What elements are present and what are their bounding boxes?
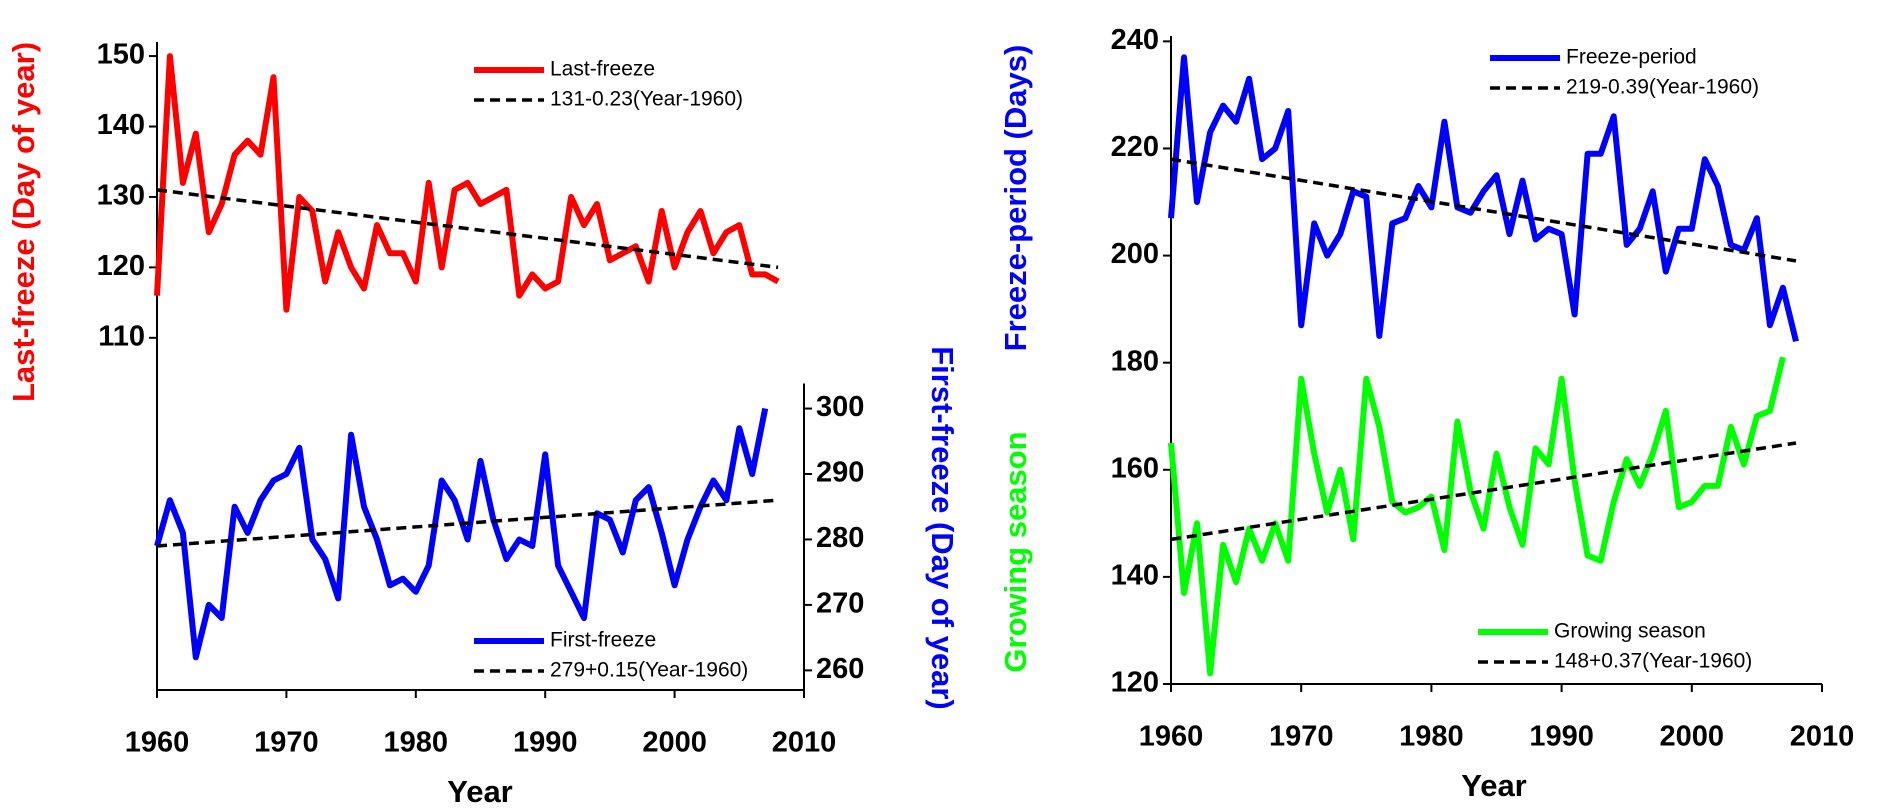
x-tick-label: 1980	[1399, 721, 1464, 753]
x-tick-label: 1990	[513, 727, 578, 759]
y-tick-label: 140	[1111, 560, 1159, 592]
x-tick-label: 1960	[1139, 721, 1204, 753]
y-tick-label: 120	[1111, 667, 1159, 699]
x-tick-label: 1990	[1529, 721, 1594, 753]
x-tick-label: 2010	[772, 727, 837, 759]
legend-label: First-freeze	[550, 629, 656, 652]
y2-tick-label: 260	[816, 653, 864, 685]
legend-label: Freeze-period	[1566, 46, 1697, 69]
trend-line	[156, 188, 779, 270]
series-line	[1168, 54, 1799, 343]
x-axis-label: Year	[447, 774, 513, 809]
y2-tick-label: 300	[816, 391, 864, 423]
legend-label: 131-0.23(Year-1960)	[550, 88, 743, 111]
x-tick-label: 1960	[125, 727, 190, 759]
y-tick-label: 150	[97, 39, 145, 71]
y-tick-label: 110	[98, 320, 145, 352]
y2-tick-label: 270	[816, 588, 864, 620]
y-tick-label: 220	[1111, 131, 1159, 163]
legend-label: 219-0.39(Year-1960)	[1566, 76, 1759, 99]
legend-label: Last-freeze	[550, 58, 655, 81]
x-tick-label: 1970	[1269, 721, 1334, 753]
x-tick-label: 2000	[1660, 721, 1725, 753]
series-line	[1168, 356, 1786, 677]
trend-line	[156, 498, 779, 548]
y-tick-label: 240	[1111, 24, 1159, 56]
y-axis-label: Freeze-period (Days)	[998, 45, 1033, 352]
y-axis-label: Last-freeze (Day of year)	[6, 42, 41, 402]
chart-panel: 1960 1970 1980 1990 2000 2010 110 120 130 140 150 2…	[6, 39, 960, 809]
y-tick-label: 160	[1111, 452, 1159, 484]
x-tick-label: 2010	[1790, 721, 1855, 753]
y-tick-label: 130	[97, 180, 145, 212]
legend-label: 279+0.15(Year-1960)	[550, 659, 748, 682]
chart-panel: 1960 1970 1980 1990 2000 2010 120 140 160 180 200 2…	[998, 24, 1854, 803]
y-tick-label: 200	[1111, 238, 1159, 270]
y2-axis-label: First-freeze (Day of year)	[925, 346, 960, 710]
series-line	[154, 53, 780, 313]
y-tick-label: 140	[97, 109, 145, 141]
y2-tick-label: 290	[816, 457, 864, 489]
series-line	[154, 407, 769, 661]
legend-label: 148+0.37(Year-1960)	[1554, 650, 1752, 673]
y-tick-label: 120	[97, 250, 145, 282]
y2-tick-label: 280	[816, 522, 864, 554]
y-tick-label: 180	[1111, 345, 1159, 377]
x-axis-label: Year	[1461, 768, 1527, 803]
x-tick-label: 2000	[642, 727, 707, 759]
trend-line	[1170, 157, 1797, 263]
trend-line	[1170, 441, 1797, 542]
x-tick-label: 1980	[384, 727, 449, 759]
y-axis-label: Growing season	[998, 431, 1033, 672]
x-tick-label: 1970	[254, 727, 319, 759]
legend-label: Growing season	[1554, 620, 1706, 643]
